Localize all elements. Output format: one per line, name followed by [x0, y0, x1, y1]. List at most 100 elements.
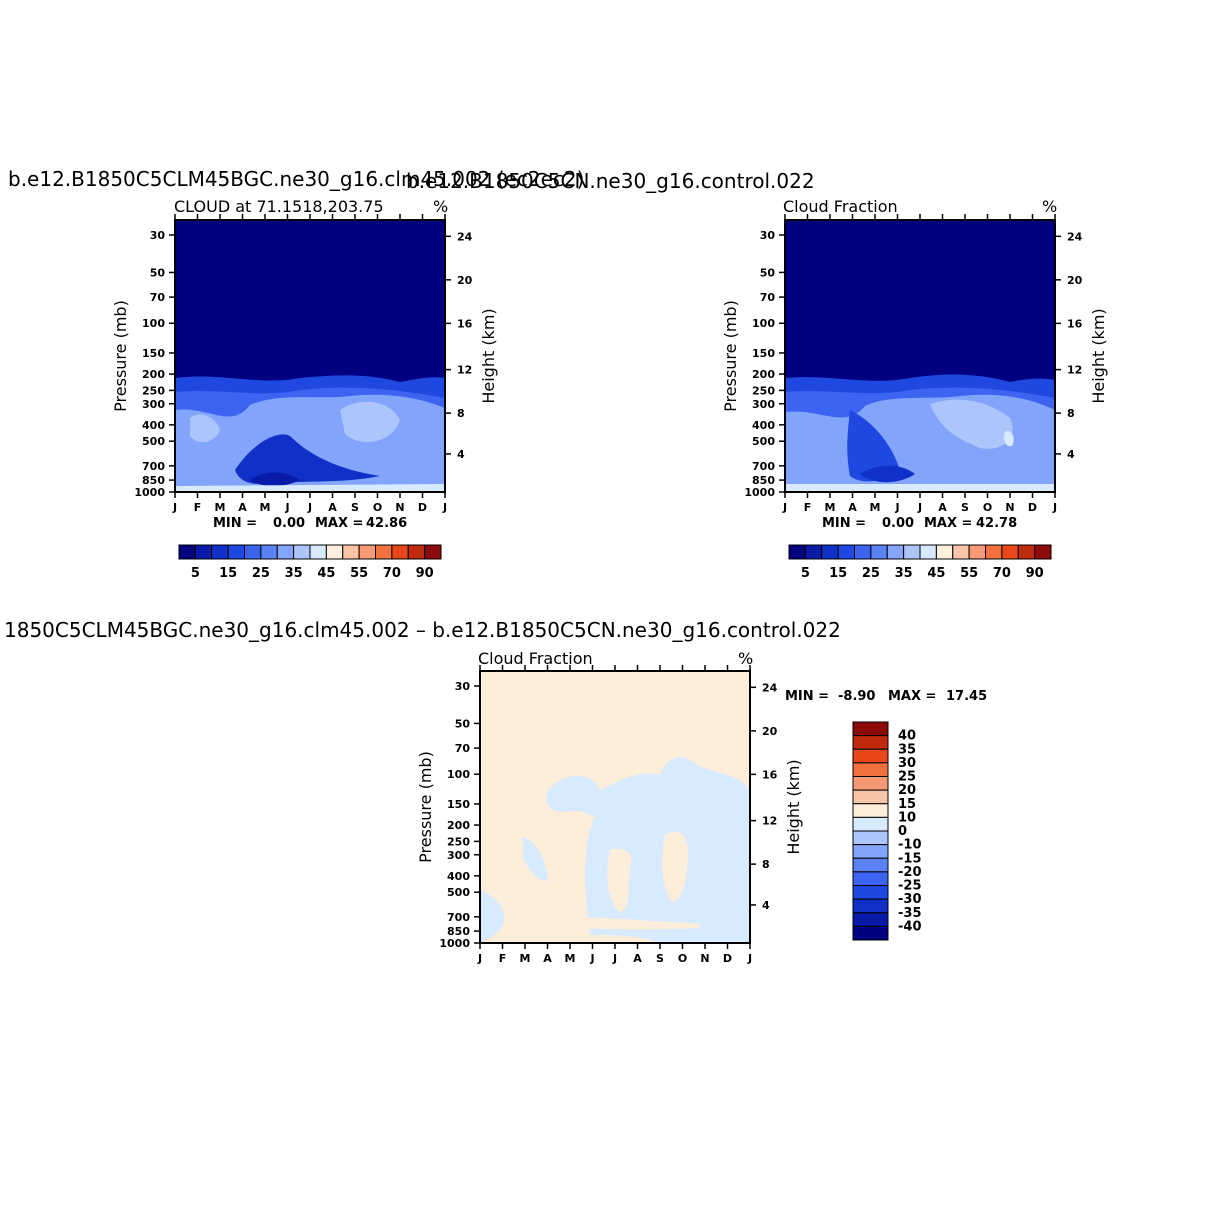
panel-2-colorbar: 5 15 25 35 45 55 70 90: [788, 544, 1052, 581]
colorbar-label: 15: [829, 566, 847, 581]
y-tick-label: 200: [752, 368, 775, 381]
panel-3-plot-area: [479, 670, 751, 944]
panel-3-neg-left-mid: [522, 836, 548, 881]
colorbar-label: 55: [350, 566, 368, 581]
panel-1-blob-right: [340, 401, 400, 443]
colorbar-swatch: [852, 748, 889, 764]
x-tick-label: N: [700, 952, 709, 965]
y-right-tick-label: 12: [762, 815, 777, 828]
y-tick-label: 50: [760, 266, 776, 279]
y-tick-label: 150: [447, 798, 470, 811]
x-tick-label: A: [633, 952, 642, 965]
colorbar-swatch: [391, 544, 409, 560]
colorbar-label: 25: [252, 566, 270, 581]
colorbar-label: -20: [898, 865, 922, 880]
colorbar-swatch: [852, 898, 889, 914]
colorbar-swatch: [852, 885, 889, 900]
x-tick-label: J: [1052, 501, 1057, 514]
x-tick-label: N: [1005, 501, 1014, 514]
x-tick-label: A: [238, 501, 247, 514]
x-tick-label: S: [656, 952, 664, 965]
colorbar-swatch: [788, 544, 806, 560]
colorbar-label: 45: [927, 566, 945, 581]
colorbar-swatch: [935, 544, 954, 560]
x-tick-label: J: [782, 501, 787, 514]
y-tick-label: 400: [752, 419, 775, 432]
colorbar-swatch: [309, 544, 327, 560]
panel-3-pos-strip: [520, 917, 700, 930]
colorbar-swatch: [852, 871, 889, 886]
x-tick-label: O: [373, 501, 382, 514]
x-tick-label: A: [328, 501, 337, 514]
colorbar-swatch: [194, 544, 213, 560]
panel-2-blob-bottom: [860, 465, 915, 483]
colorbar-label: 5: [191, 566, 200, 581]
y-tick-label: 30: [150, 229, 166, 242]
x-tick-label: J: [172, 501, 177, 514]
y-tick-label: 200: [142, 368, 165, 381]
y-tick-label: 250: [447, 835, 470, 848]
colorbar-swatch: [293, 544, 311, 560]
colorbar-swatch: [852, 776, 889, 791]
colorbar-swatch: [852, 925, 889, 941]
colorbar-swatch: [178, 544, 196, 560]
x-tick-label: M: [565, 952, 576, 965]
panel-1-subtitle: CLOUD at 71.1518,203.75: [174, 197, 384, 216]
colorbar-swatch: [852, 830, 889, 846]
x-tick-label: M: [870, 501, 881, 514]
colorbar-swatch: [852, 789, 889, 805]
x-tick-label: N: [395, 501, 404, 514]
colorbar-swatch: [804, 544, 823, 560]
x-tick-label: J: [477, 952, 482, 965]
y-tick-label: 30: [760, 229, 776, 242]
panel-1-units: %: [433, 197, 448, 216]
y-right-tick-label: 8: [762, 858, 770, 871]
colorbar-swatch: [852, 803, 889, 818]
x-tick-label: J: [284, 501, 289, 514]
x-tick-label: A: [848, 501, 857, 514]
colorbar-swatch: [919, 544, 937, 560]
x-tick-label: D: [723, 952, 732, 965]
y-tick-label: 300: [752, 398, 775, 411]
y-tick-label: 100: [752, 317, 775, 330]
panel-2-band-surface: [785, 484, 1055, 492]
colorbar-swatch: [886, 544, 905, 560]
panel-3-title: 1850C5CLM45BGC.ne30_g16.clm45.002 – b.e1…: [4, 618, 841, 642]
y-tick-label: 30: [455, 680, 471, 693]
x-tick-label: O: [678, 952, 687, 965]
y-right-tick-label: 16: [457, 317, 473, 330]
panel-2-min-value: 0.00: [882, 516, 914, 531]
panel-2-max-label: MAX =: [924, 516, 972, 531]
colorbar-label: 30: [898, 756, 916, 771]
x-tick-label: J: [307, 501, 312, 514]
colorbar-label: 5: [801, 566, 810, 581]
panel-2-ylabel: Pressure (mb): [721, 300, 740, 412]
colorbar-label: -30: [898, 892, 922, 907]
y-tick-label: 1000: [744, 486, 775, 499]
colorbar-swatch: [852, 735, 889, 750]
colorbar-swatch: [424, 544, 442, 560]
colorbar-label: 55: [960, 566, 978, 581]
panel-3-neg-left-bottom: [480, 890, 504, 943]
y-right-tick-label: 12: [1067, 364, 1082, 377]
x-tick-label: J: [747, 952, 752, 965]
y-tick-label: 250: [142, 384, 165, 397]
colorbar-swatch: [854, 544, 872, 560]
colorbar-swatch: [821, 544, 839, 560]
colorbar-label: 25: [862, 566, 880, 581]
panel-1-max-label: MAX =: [315, 516, 363, 531]
panel-1-colorbar: 5 15 25 35 45 55 70 90: [178, 544, 442, 581]
panel-1-plot-area: [174, 219, 446, 493]
colorbar-swatch: [985, 544, 1003, 560]
colorbar-label: 15: [219, 566, 237, 581]
x-tick-label: M: [260, 501, 271, 514]
colorbar-swatch: [342, 544, 360, 560]
panel-1-blob-bottom: [235, 434, 380, 484]
y-tick-label: 400: [447, 870, 470, 883]
y-right-tick-label: 20: [1067, 274, 1083, 287]
